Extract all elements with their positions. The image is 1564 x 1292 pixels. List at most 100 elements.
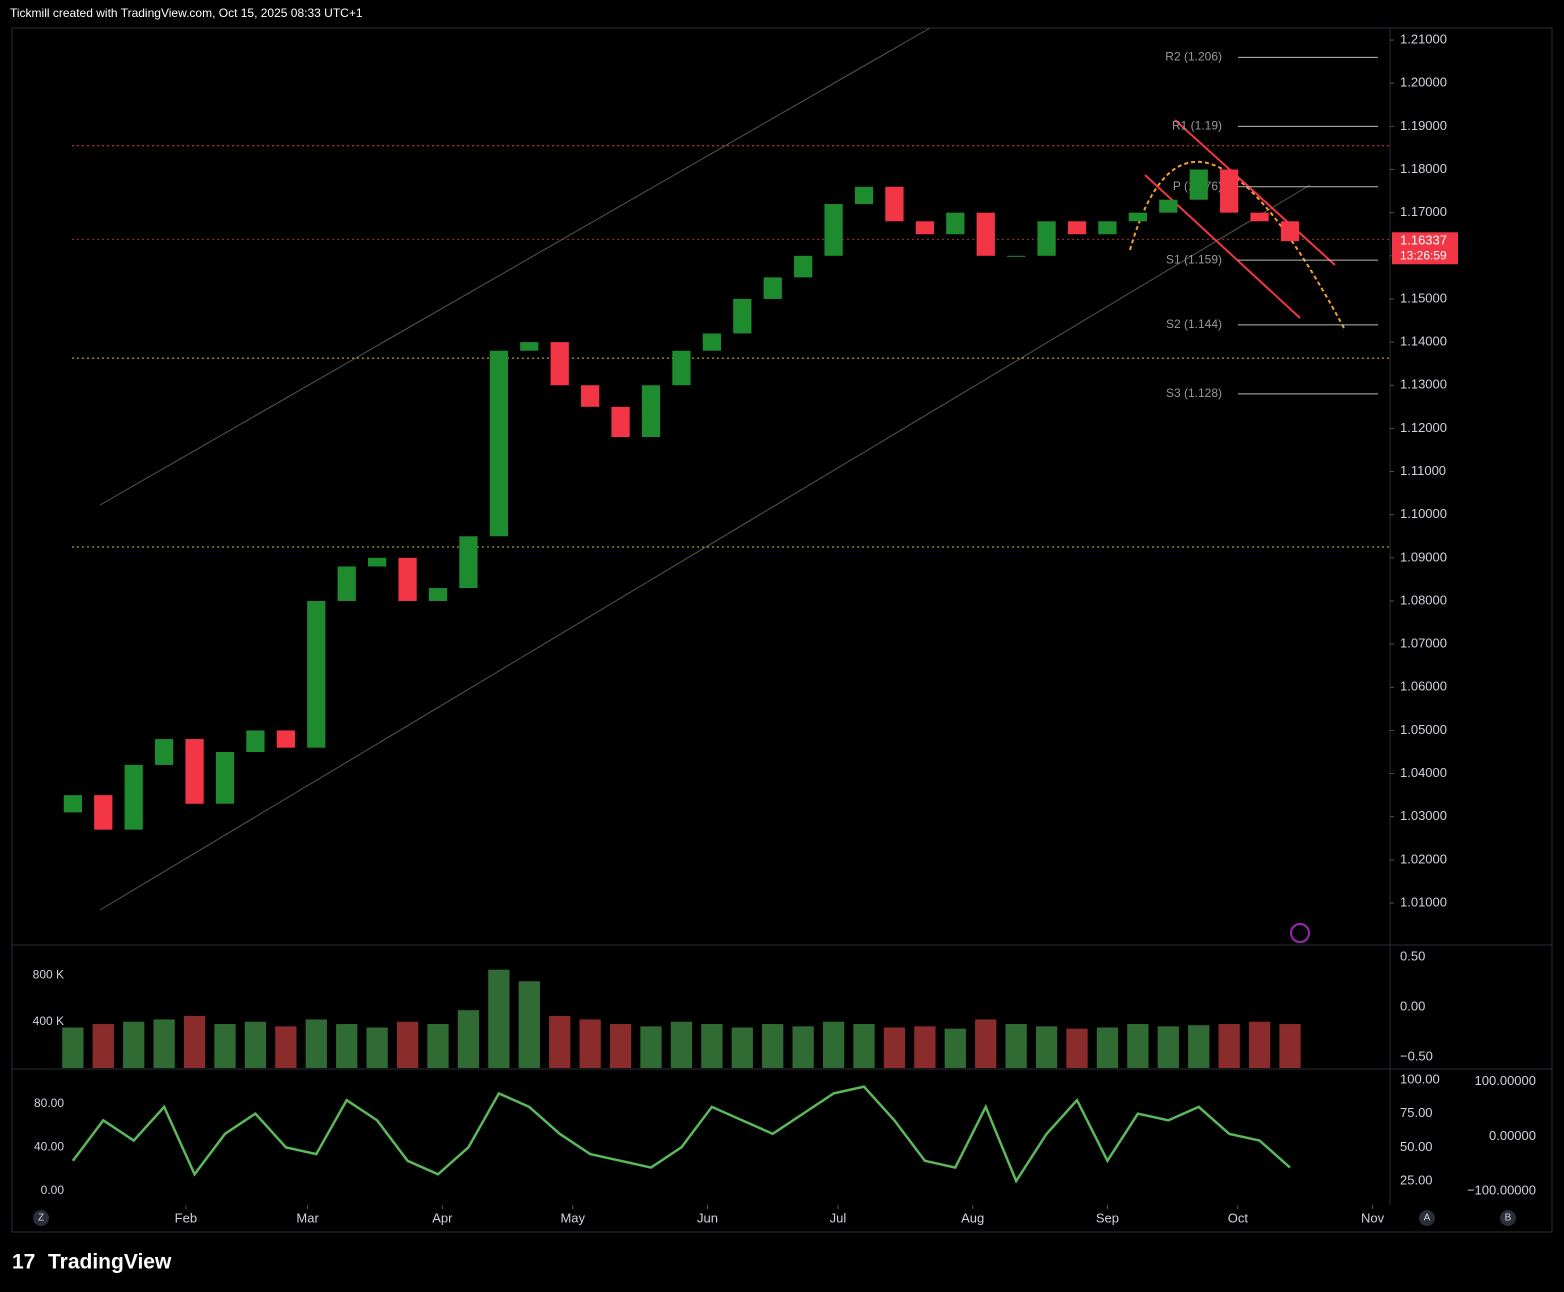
button-label[interactable]: B [1505,1213,1512,1224]
pivot-label: S3 (1.128) [1166,386,1222,400]
candle [824,204,843,256]
y2-tick-label: 0.50 [1400,948,1425,963]
volume-bar [701,1024,723,1068]
volume-bar [853,1024,875,1068]
candle [763,277,782,299]
volume-bar [427,1024,449,1068]
candle [520,342,539,351]
y-tick-label: 1.09000 [1400,549,1447,564]
lightning-icon[interactable] [1290,923,1310,943]
candle [946,212,965,235]
x-tick-label: Aug [961,1210,984,1225]
y-tick-label: 1.07000 [1400,636,1447,651]
volume-bar [609,1024,632,1068]
candle [1007,255,1026,257]
y-tick-label: 1.08000 [1400,592,1447,607]
volume-bar [336,1024,358,1068]
y2-tick-label: 25.00 [1400,1172,1433,1187]
y-tick-label: 1.20000 [1400,75,1447,90]
volume-bar [792,1026,814,1068]
button-z[interactable] [33,1210,49,1226]
volume-bar [457,1010,480,1068]
candle [1159,199,1178,213]
button-b[interactable] [1500,1210,1516,1226]
x-tick-label: Jun [697,1210,718,1225]
candle [337,566,356,601]
header-title: Tickmill created with TradingView.com, O… [10,6,363,20]
candle [368,557,387,567]
volume-bar [366,1027,388,1068]
x-tick-label: May [560,1210,585,1225]
volume-bar [1188,1025,1210,1068]
candle [215,751,235,804]
volume-bar [1279,1024,1301,1068]
y-tick-label: 400 K [33,1014,64,1028]
y-tick-label: 1.21000 [1400,32,1447,47]
brand-logo: 17 [12,1251,35,1274]
candle [124,764,143,830]
candle [1220,169,1239,213]
volume-bar [1035,1026,1058,1068]
button-label[interactable]: A [1424,1213,1431,1224]
candle [63,795,82,813]
volume-bar [1218,1024,1240,1068]
candle [854,186,874,205]
y2-tick-label: 50.00 [1400,1139,1433,1154]
y-tick-label: 1.19000 [1400,118,1447,133]
volume-bar [275,1026,297,1068]
chart-frame [11,27,1553,1233]
candle [185,739,204,804]
candle [428,588,448,601]
candle [1098,221,1117,235]
y-tick-label: 1.18000 [1400,161,1447,176]
y-tick-label: 1.12000 [1400,420,1447,435]
volume-bar [579,1019,601,1068]
x-tick-label: Sep [1096,1210,1119,1225]
candle [459,536,478,589]
y-tick-label: 1.10000 [1400,506,1447,521]
volume-bar [1157,1026,1179,1068]
candle [307,600,326,748]
volume-bar [1127,1024,1149,1068]
candle [94,795,113,830]
y2-tick-label: 75.00 [1400,1105,1433,1120]
y-tick-label: 1.02000 [1400,851,1447,866]
candle [1189,169,1208,200]
candle [611,406,630,438]
candle [885,186,904,222]
y-tick-label: 80.00 [34,1096,64,1110]
volume-bar [975,1019,997,1068]
candle [672,350,691,386]
volume-bar [883,1027,906,1068]
trend-line [1174,119,1336,266]
volume-bar [944,1028,966,1068]
pivot-label: R2 (1.206) [1165,50,1222,64]
candle [794,255,813,278]
volume-bar [62,1027,84,1068]
volume-bar [123,1021,145,1068]
candle [733,298,752,334]
candle [976,212,995,256]
volume-bar [670,1021,693,1068]
y-tick-label: 1.11000 [1400,463,1446,478]
volume-bar [305,1019,327,1068]
candle [915,221,934,235]
y3-tick-label: −100.00000 [1467,1182,1536,1197]
y-tick-label: 1.05000 [1400,722,1447,737]
candle [550,342,569,386]
y2-tick-label: −0.50 [1400,1048,1433,1063]
x-tick-label: Apr [432,1210,453,1225]
candle [1128,212,1148,222]
volume-bar [762,1024,784,1068]
volume-bar [1248,1021,1271,1068]
y-tick-label: 0.00 [41,1183,65,1197]
y-tick-label: 1.04000 [1400,765,1447,780]
button-label[interactable]: Z [38,1213,44,1224]
candle [1280,221,1300,242]
button-a[interactable] [1419,1210,1435,1226]
candle [246,730,265,752]
trend-line [1144,174,1301,319]
candle [276,730,295,748]
